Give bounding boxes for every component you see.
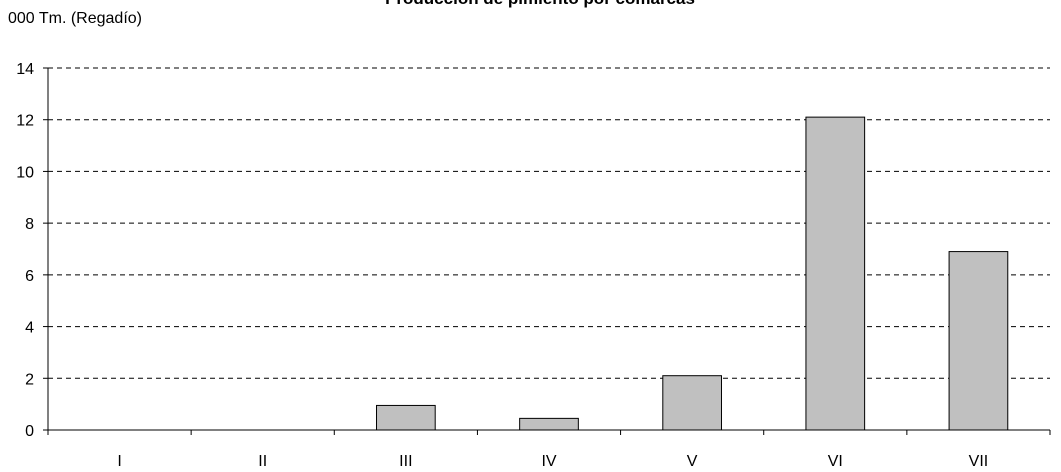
y-tick-label: 2 — [25, 371, 34, 388]
chart-title: Producción de pimiento por comarcas — [385, 0, 695, 8]
x-tick-label: IV — [541, 453, 556, 470]
bar — [519, 417, 579, 431]
bar — [948, 251, 1009, 431]
x-tick-label: I — [117, 453, 121, 470]
y-tick-label: 6 — [25, 268, 34, 285]
y-tick-label: 0 — [25, 423, 34, 440]
y-axis-label: 000 Tm. (Regadío) — [8, 10, 142, 27]
y-tick-label: 4 — [25, 320, 34, 337]
bar — [805, 116, 866, 431]
x-tick-label: II — [258, 453, 267, 470]
x-tick-label: VI — [828, 453, 843, 470]
bar — [662, 375, 722, 431]
y-tick-label: 12 — [16, 113, 34, 130]
x-tick-label: III — [399, 453, 412, 470]
x-tick-label: V — [687, 453, 698, 470]
y-tick-label: 10 — [16, 164, 34, 181]
y-tick-label: 14 — [16, 61, 34, 78]
y-tick-label: 8 — [25, 216, 34, 233]
bar — [376, 404, 436, 431]
x-tick-label: VII — [969, 453, 989, 470]
